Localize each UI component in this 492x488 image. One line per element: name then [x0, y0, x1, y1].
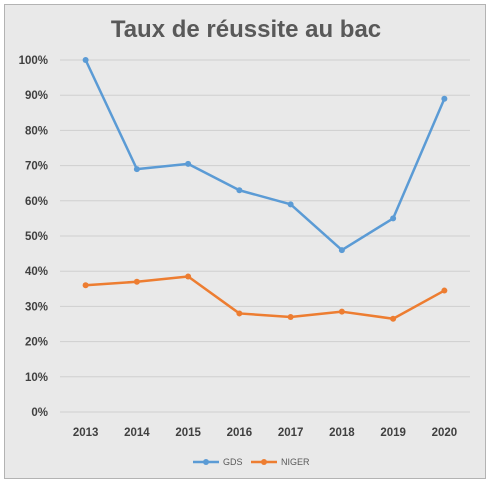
data-point-gds — [133, 166, 140, 173]
y-tick-label: 60% — [25, 196, 48, 208]
data-point-gds — [287, 201, 294, 208]
data-point-niger — [185, 273, 192, 280]
y-tick-label: 30% — [25, 301, 48, 313]
legend-label-gds: GDS — [223, 457, 243, 467]
x-tick-label: 2020 — [432, 427, 458, 439]
series-line-niger — [85, 275, 445, 320]
data-point-gds — [185, 160, 192, 167]
x-tick-label: 2015 — [175, 427, 201, 439]
series-lines — [82, 57, 448, 322]
y-tick-label: 90% — [25, 90, 48, 102]
data-point-niger — [236, 310, 243, 317]
y-tick-label: 100% — [19, 55, 48, 67]
data-point-gds — [236, 187, 243, 194]
data-point-niger — [287, 313, 294, 320]
data-point-niger — [338, 308, 345, 315]
x-tick-label: 2013 — [73, 427, 99, 439]
y-tick-label: 70% — [25, 161, 48, 173]
x-axis-tick-labels: 2013 2014 2015 2016 2017 2018 2019 2020 — [73, 427, 457, 439]
data-point-gds — [390, 215, 397, 222]
y-axis-tick-labels: 0% 10% 20% 30% 40% 50% 60% 70% 80% 90% 100% — [19, 55, 48, 419]
grid-lines — [60, 59, 470, 413]
x-tick-label: 2019 — [380, 427, 406, 439]
y-tick-label: 50% — [25, 231, 48, 243]
x-tick-label: 2014 — [124, 427, 150, 439]
x-tick-label: 2017 — [278, 427, 304, 439]
legend-label-niger: NIGER — [281, 457, 310, 467]
data-point-gds — [441, 95, 448, 102]
data-point-gds — [338, 247, 345, 254]
legend-marker-niger — [261, 459, 267, 465]
y-tick-label: 80% — [25, 125, 48, 137]
data-point-niger — [133, 278, 140, 285]
x-tick-label: 2016 — [227, 427, 253, 439]
x-tick-label: 2018 — [329, 427, 355, 439]
y-tick-label: 10% — [25, 372, 48, 384]
data-point-gds — [82, 57, 89, 63]
data-point-niger — [390, 315, 397, 322]
legend: GDS NIGER — [193, 457, 310, 467]
data-point-niger — [82, 282, 89, 289]
legend-marker-gds — [203, 459, 209, 465]
chart-svg: Taux de réussite au bac 0% 10% 20% 30% 40% 50… — [19, 16, 470, 467]
y-tick-label: 20% — [25, 337, 48, 349]
chart-title: Taux de réussite au bac — [111, 16, 381, 43]
data-point-niger — [441, 287, 448, 294]
y-tick-label: 40% — [25, 266, 48, 278]
y-tick-label: 0% — [31, 407, 48, 419]
chart-frame: Taux de réussite au bac 0% 10% 20% 30% 40% 50… — [4, 4, 486, 479]
series-line-gds — [84, 59, 446, 252]
